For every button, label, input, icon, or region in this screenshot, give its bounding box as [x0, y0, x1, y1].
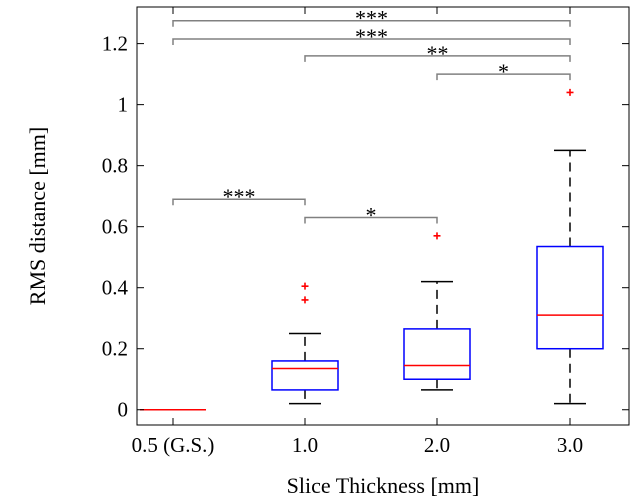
box-iqr: [536, 245, 604, 350]
y-tick-label: 1.2: [102, 32, 128, 56]
bracket-line: [172, 198, 306, 206]
significance-bracket: **: [304, 41, 571, 66]
bracket-line: [436, 73, 571, 81]
plot-frame: [136, 6, 630, 426]
outlier-marker: [301, 296, 309, 304]
significance-label: **: [427, 41, 449, 66]
y-tick-label: 0.6: [102, 215, 128, 239]
box-4: [536, 88, 604, 405]
outlier-marker: [566, 88, 574, 96]
y-tick-label: 0.8: [102, 154, 128, 178]
y-tick-label: 0: [118, 398, 129, 422]
x-tick-label: 2.0: [424, 433, 450, 457]
bracket-line: [172, 38, 571, 46]
significance-bracket: ***: [172, 184, 306, 209]
bracket-line: [172, 19, 571, 27]
significance-bracket: *: [436, 59, 571, 84]
x-tick-label: 1.0: [292, 433, 318, 457]
y-axis-label: RMS distance [mm]: [25, 127, 50, 305]
axis-ticks: 0 0.2 0.4 0.6 0.8 1 1.2 0.5 (G.S.) 1.0 2.0 3.0: [102, 7, 629, 457]
significance-label: *: [498, 59, 509, 84]
significance-bracket: *: [304, 203, 438, 228]
bracket-line: [304, 216, 438, 224]
plot-marks: *************: [140, 6, 604, 411]
significance-label: ***: [355, 6, 388, 31]
outlier-marker: [433, 232, 441, 240]
box-iqr: [403, 328, 471, 380]
box-iqr: [271, 360, 339, 391]
significance-bracket: ***: [172, 6, 571, 31]
x-axis-label: Slice Thickness [mm]: [287, 473, 480, 498]
significance-bracket: ***: [172, 24, 571, 49]
y-tick-label: 0.2: [102, 337, 128, 361]
x-tick-label: 0.5 (G.S.): [132, 433, 215, 457]
box-2: [271, 282, 339, 405]
y-tick-label: 0.4: [102, 276, 129, 300]
x-tick-label: 3.0: [557, 433, 583, 457]
bracket-line: [304, 55, 571, 62]
box-3: [403, 232, 471, 391]
significance-label: *: [366, 203, 377, 228]
outlier-marker: [301, 282, 309, 290]
y-tick-label: 1: [118, 93, 129, 117]
significance-label: ***: [355, 24, 388, 49]
significance-label: ***: [223, 184, 256, 209]
